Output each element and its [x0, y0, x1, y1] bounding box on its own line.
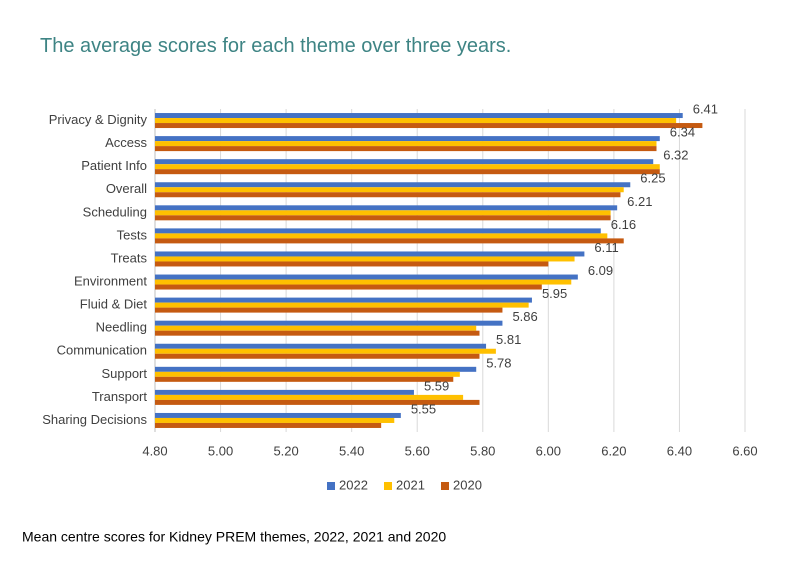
- bar: [155, 371, 460, 377]
- x-tick-label: 6.40: [667, 443, 692, 458]
- bar: [155, 182, 631, 188]
- bar: [155, 261, 549, 267]
- bar: [155, 118, 677, 124]
- bar: [155, 412, 401, 418]
- y-tick-label: Communication: [57, 343, 147, 358]
- data-label: 5.95: [542, 286, 567, 301]
- x-tick-label: 6.20: [601, 443, 626, 458]
- bar: [155, 297, 532, 303]
- bar: [155, 279, 572, 285]
- bar: [155, 192, 621, 198]
- data-label: 6.25: [640, 171, 665, 186]
- x-tick-label: 5.80: [470, 443, 495, 458]
- bar: [155, 325, 477, 331]
- bar: [155, 136, 660, 142]
- bar: [155, 417, 395, 423]
- bar: [155, 320, 503, 326]
- chart-title: The average scores for each theme over t…: [40, 35, 511, 57]
- bar: [155, 353, 480, 359]
- bar: [155, 330, 480, 336]
- legend-label: 2020: [453, 477, 482, 492]
- bar: [155, 376, 454, 382]
- y-tick-label: Transport: [92, 389, 148, 404]
- data-label: 6.41: [693, 101, 718, 116]
- y-tick-label: Patient Info: [81, 158, 147, 173]
- bar: [155, 215, 611, 221]
- x-tick-label: 4.80: [142, 443, 167, 458]
- data-label: 6.21: [627, 194, 652, 209]
- y-tick-label: Tests: [117, 227, 148, 242]
- bar: [155, 348, 496, 354]
- x-tick-label: 5.40: [339, 443, 364, 458]
- data-label: 5.55: [411, 401, 436, 416]
- y-tick-label: Overall: [106, 181, 147, 196]
- y-tick-label: Needling: [96, 320, 147, 335]
- bar: [155, 307, 503, 313]
- bar: [155, 210, 611, 216]
- bar: [155, 123, 703, 129]
- x-tick-label: 6.60: [732, 443, 757, 458]
- bar: [155, 164, 660, 170]
- bar: [155, 274, 578, 280]
- bar: [155, 169, 660, 175]
- data-label: 5.78: [486, 355, 511, 370]
- legend-swatch: [327, 482, 335, 490]
- bar: [155, 113, 683, 119]
- bar: [155, 141, 657, 147]
- bar: [155, 256, 575, 262]
- bar: [155, 366, 477, 372]
- bar: [155, 205, 618, 211]
- y-tick-label: Treats: [111, 250, 148, 265]
- bar: [155, 233, 608, 239]
- bar: [155, 399, 480, 405]
- data-label: 6.34: [670, 125, 695, 140]
- bar: [155, 146, 657, 152]
- y-tick-label: Privacy & Dignity: [49, 112, 148, 127]
- y-tick-label: Support: [101, 366, 147, 381]
- y-tick-label: Access: [105, 135, 147, 150]
- x-tick-label: 5.20: [273, 443, 298, 458]
- bar: [155, 159, 654, 165]
- bar: [155, 394, 464, 400]
- legend-swatch: [441, 482, 449, 490]
- bar: [155, 228, 601, 234]
- bar: [155, 238, 624, 244]
- bar: [155, 251, 585, 257]
- chart-caption: Mean centre scores for Kidney PREM theme…: [22, 529, 446, 545]
- bar: [155, 284, 542, 290]
- bar: [155, 343, 487, 349]
- x-tick-label: 6.00: [536, 443, 561, 458]
- bar: [155, 422, 382, 428]
- data-label: 6.16: [611, 217, 636, 232]
- x-tick-label: 5.00: [208, 443, 233, 458]
- y-tick-label: Scheduling: [83, 204, 147, 219]
- bar: [155, 302, 529, 308]
- data-label: 5.86: [512, 309, 537, 324]
- legend-swatch: [384, 482, 392, 490]
- data-label: 6.11: [594, 240, 618, 255]
- y-tick-label: Sharing Decisions: [42, 412, 147, 427]
- legend-label: 2021: [396, 477, 425, 492]
- legend-label: 2022: [339, 477, 368, 492]
- y-tick-label: Fluid & Diet: [80, 297, 148, 312]
- data-label: 6.32: [663, 148, 688, 163]
- x-tick-label: 5.60: [405, 443, 430, 458]
- data-label: 6.09: [588, 263, 613, 278]
- y-tick-label: Environment: [74, 273, 147, 288]
- bar: [155, 187, 624, 193]
- data-label: 5.59: [424, 378, 449, 393]
- data-label: 5.81: [496, 332, 521, 347]
- bar: [155, 389, 414, 395]
